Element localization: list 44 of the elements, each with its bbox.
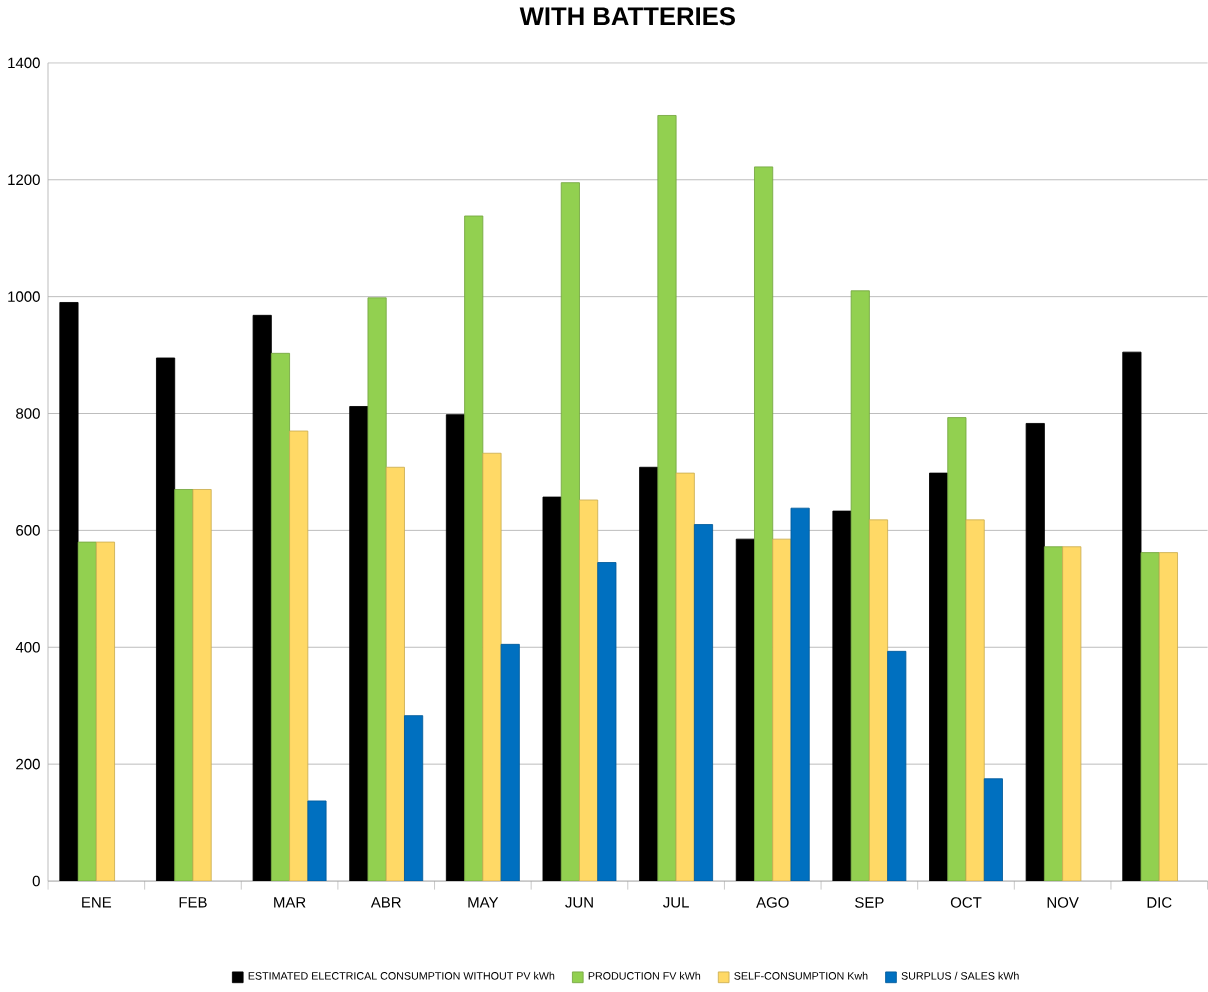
bar — [929, 473, 949, 882]
bar — [947, 417, 967, 882]
bar — [735, 539, 755, 882]
bar — [1158, 552, 1178, 882]
bar — [192, 489, 212, 882]
bar — [77, 541, 97, 882]
bar — [156, 357, 176, 882]
bar — [639, 467, 659, 882]
bar — [1043, 546, 1064, 882]
bar — [385, 467, 405, 882]
bar — [445, 414, 466, 882]
bar — [772, 539, 792, 882]
bar — [850, 290, 870, 882]
bar — [1140, 552, 1160, 882]
bar — [270, 353, 291, 882]
bar — [404, 715, 424, 882]
bar — [1025, 423, 1045, 882]
bar — [500, 644, 520, 882]
bar — [482, 453, 502, 882]
bar — [252, 315, 272, 882]
bar — [349, 406, 369, 882]
bar — [868, 519, 889, 882]
bar — [754, 166, 774, 882]
bar — [1062, 546, 1082, 882]
bar — [887, 651, 907, 882]
chart-title: WITH BATTERIES — [519, 7, 735, 26]
bar — [693, 524, 714, 882]
bar — [965, 519, 985, 882]
bar — [675, 473, 695, 882]
bar — [307, 800, 327, 882]
bar — [597, 562, 617, 882]
bar — [983, 778, 1003, 882]
bar — [832, 510, 852, 882]
bar — [579, 499, 599, 882]
bar — [560, 182, 580, 882]
bar — [59, 302, 79, 882]
bar — [367, 297, 387, 882]
bar — [1122, 352, 1142, 882]
bar — [790, 508, 810, 882]
bar — [95, 541, 116, 882]
bar — [464, 215, 484, 882]
bar — [289, 430, 309, 882]
bar — [542, 496, 562, 882]
bar — [174, 489, 194, 882]
